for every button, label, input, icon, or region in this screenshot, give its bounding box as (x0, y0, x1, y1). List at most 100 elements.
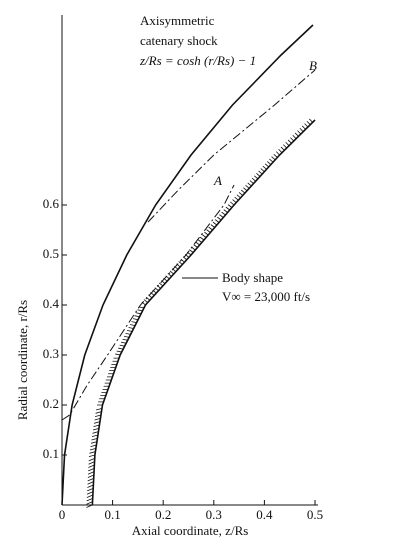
hatch (88, 457, 95, 462)
y-tick-label: 0.4 (43, 296, 60, 311)
hatch (138, 306, 145, 309)
hatch (290, 137, 295, 142)
hatch (266, 161, 272, 165)
hatch (260, 168, 265, 172)
y-axis-label: Radial coordinate, r/Rs (15, 300, 30, 420)
series-line (91, 119, 316, 506)
hatch (212, 221, 218, 226)
hatch (208, 226, 213, 231)
hatch (174, 265, 179, 270)
hatch (129, 324, 136, 326)
hatch (245, 184, 250, 189)
hatch (247, 182, 252, 187)
hatch (221, 211, 226, 216)
x-tick-label: 0.2 (155, 507, 171, 522)
hatch (86, 491, 94, 495)
y-tick-label: 0.1 (43, 446, 59, 461)
hatch (264, 163, 269, 168)
hatch (197, 239, 203, 243)
hatch (236, 194, 241, 199)
hatch (158, 282, 164, 287)
hatch (137, 309, 143, 312)
hatch (87, 477, 94, 482)
hatch (301, 125, 306, 130)
hatch (91, 437, 98, 441)
annotation: catenary shock (140, 33, 218, 48)
hatch (180, 258, 185, 263)
y-tick-label: 0.3 (43, 346, 59, 361)
hatch (90, 441, 98, 444)
hatch (128, 327, 134, 329)
hatch (94, 417, 101, 421)
hatch (126, 330, 133, 332)
hatch (294, 132, 299, 137)
hatch (90, 444, 97, 448)
hatch (161, 280, 166, 284)
hatch (92, 431, 99, 434)
hatch (88, 464, 95, 468)
hatch (145, 296, 151, 301)
x-tick-label: 0.5 (307, 507, 323, 522)
hatch (184, 254, 190, 258)
hatch (88, 467, 95, 472)
hatch (251, 177, 256, 182)
hatch (230, 201, 235, 206)
hatch (273, 154, 278, 158)
hatch (116, 350, 122, 353)
hatch (141, 301, 146, 306)
hatch (234, 196, 239, 201)
hatch (297, 130, 302, 135)
annotation: Axisymmetric (140, 13, 215, 28)
series-line (61, 184, 235, 421)
hatch (206, 229, 211, 233)
hatch (148, 294, 153, 299)
hatch (238, 192, 243, 196)
hatch (227, 204, 233, 208)
hatch (269, 158, 274, 163)
x-axis-label: Axial coordinate, z/Rs (132, 523, 249, 538)
hatch (191, 246, 196, 251)
hatch (121, 341, 127, 344)
hatch (88, 454, 95, 458)
hatch (143, 299, 148, 303)
hatch (93, 424, 100, 428)
hatch (232, 199, 237, 203)
hatch (243, 187, 248, 192)
hatch (249, 180, 254, 184)
annotation: Body shape (222, 270, 283, 285)
hatch (119, 344, 125, 347)
hatch (193, 244, 198, 248)
hatch (275, 151, 280, 156)
hatch (189, 249, 194, 253)
hatch (88, 461, 95, 465)
hatch (95, 407, 103, 411)
hatch (89, 451, 96, 454)
hatch (86, 501, 93, 505)
hatch (87, 471, 95, 475)
hatch (122, 338, 128, 341)
hatch (204, 231, 209, 236)
hatch (115, 353, 121, 356)
hatch (94, 414, 102, 418)
annotation: z/Rs = cosh (r/Rs) − 1 (139, 53, 256, 68)
hatch (225, 206, 230, 211)
hatch (125, 332, 131, 335)
hatch (171, 268, 177, 272)
x-tick-label: 0.4 (256, 507, 273, 522)
hatch (132, 318, 139, 321)
hatch (131, 321, 137, 324)
hatch (280, 146, 285, 151)
series-line (147, 69, 316, 223)
hatch (165, 275, 170, 280)
hatch (176, 263, 181, 268)
hatch (87, 484, 94, 488)
hatch (214, 219, 220, 223)
hatch (202, 234, 207, 238)
hatch (262, 165, 267, 170)
annotation: B (309, 58, 317, 73)
hatch (134, 315, 140, 318)
y-tick-label: 0.5 (43, 246, 59, 261)
hatch (124, 335, 130, 338)
